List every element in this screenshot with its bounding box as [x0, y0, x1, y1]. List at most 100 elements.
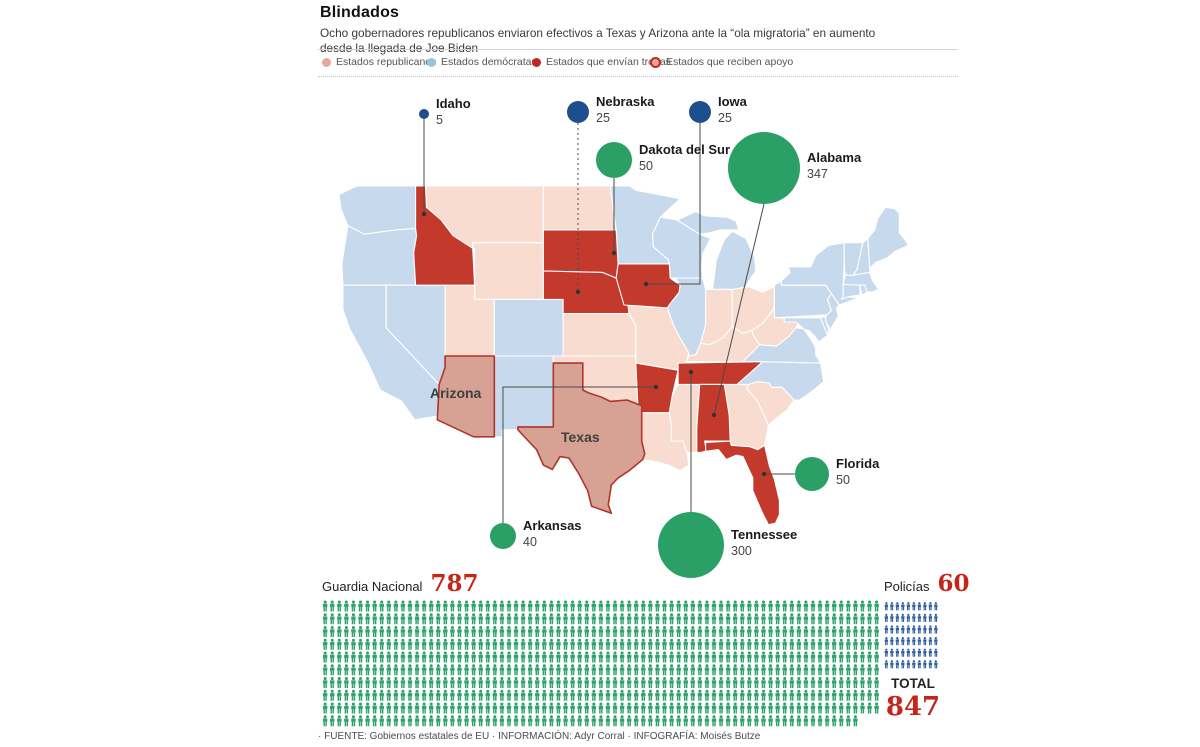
person-icon [648, 651, 653, 663]
person-icon [831, 613, 837, 625]
person-icon [337, 651, 342, 663]
person-icon [853, 664, 858, 676]
person-icon [917, 636, 921, 646]
policias-header: Policías 60 [884, 572, 970, 595]
person-icon [796, 600, 802, 612]
person-icon [379, 600, 384, 612]
person-icon [351, 626, 356, 638]
bubble-state-label: Nebraska [596, 94, 655, 109]
person-icon [754, 715, 759, 727]
person-icon [400, 651, 406, 663]
person-icon [351, 689, 356, 701]
person-icon [874, 651, 879, 663]
person-icon [322, 702, 328, 714]
person-icon [890, 636, 894, 646]
person-icon [372, 664, 377, 676]
person-icon [457, 638, 462, 650]
person-icon [471, 600, 476, 612]
person-icon [690, 664, 695, 676]
person-icon [704, 638, 710, 650]
person-icon [556, 600, 561, 612]
person-icon [535, 626, 540, 638]
person-icon [754, 677, 759, 689]
person-icon [626, 651, 632, 663]
bubble-value-label: 300 [731, 544, 752, 558]
person-icon [923, 660, 927, 669]
person-icon [669, 600, 674, 612]
person-icon [655, 677, 660, 689]
person-icon [492, 651, 498, 663]
person-icon [513, 626, 519, 638]
person-icon [874, 613, 879, 625]
person-icon [626, 600, 632, 612]
person-icon [535, 702, 540, 714]
person-icon [598, 664, 604, 676]
person-icon [733, 677, 738, 689]
person-icon [436, 626, 441, 638]
person-icon [626, 702, 632, 714]
total-label: TOTAL [891, 676, 935, 691]
person-icon [407, 613, 413, 625]
person-icon [358, 702, 363, 714]
person-icon [817, 638, 823, 650]
person-icon [782, 638, 787, 650]
person-icon [605, 715, 611, 727]
person-icon [499, 613, 505, 625]
person-icon [330, 626, 335, 638]
person-icon [648, 702, 653, 714]
person-icon [421, 638, 427, 650]
person-icon [761, 664, 766, 676]
person-icon [846, 613, 851, 625]
person-icon [867, 664, 872, 676]
person-icon [330, 689, 335, 701]
person-icon [895, 636, 899, 646]
person-icon [853, 600, 858, 612]
person-icon [874, 677, 879, 689]
person-icon [683, 651, 688, 663]
person-icon [556, 613, 561, 625]
person-icon [379, 689, 384, 701]
person-icon [775, 651, 780, 663]
person-icon [754, 600, 759, 612]
person-icon [934, 602, 938, 611]
person-icon [471, 715, 476, 727]
person-icon [464, 613, 469, 625]
person-icon [450, 664, 455, 676]
person-icon [527, 600, 533, 612]
page-title: Blindados [320, 4, 400, 21]
person-icon [492, 638, 498, 650]
person-icon [322, 626, 328, 638]
person-icon [761, 651, 766, 663]
person-icon [527, 677, 533, 689]
legend-label: Estados republicanos [336, 56, 437, 68]
democrat-swatch-icon [427, 57, 436, 67]
person-icon [351, 651, 356, 663]
person-icon [704, 715, 710, 727]
person-icon [542, 689, 547, 701]
person-icon [634, 613, 639, 625]
person-icon [520, 702, 526, 714]
person-icon [810, 600, 816, 612]
person-icon [421, 689, 427, 701]
person-icon [839, 702, 844, 714]
person-icon [365, 677, 370, 689]
person-icon [421, 715, 427, 727]
person-icon [711, 600, 717, 612]
person-icon [612, 702, 618, 714]
person-icon [796, 702, 802, 714]
person-icon [853, 638, 858, 650]
bubble-value-label: 5 [436, 113, 443, 127]
person-icon [344, 626, 349, 638]
person-icon [584, 715, 589, 727]
person-icon [513, 613, 519, 625]
person-icon [697, 600, 703, 612]
person-icon [535, 600, 540, 612]
person-icon [520, 677, 526, 689]
person-icon [690, 626, 695, 638]
person-icon [860, 689, 865, 701]
person-icon [421, 664, 427, 676]
header: Blindados Ocho gobernadores republicanos… [320, 4, 920, 57]
person-icon [556, 664, 561, 676]
person-icon [450, 689, 455, 701]
person-icon [570, 689, 575, 701]
